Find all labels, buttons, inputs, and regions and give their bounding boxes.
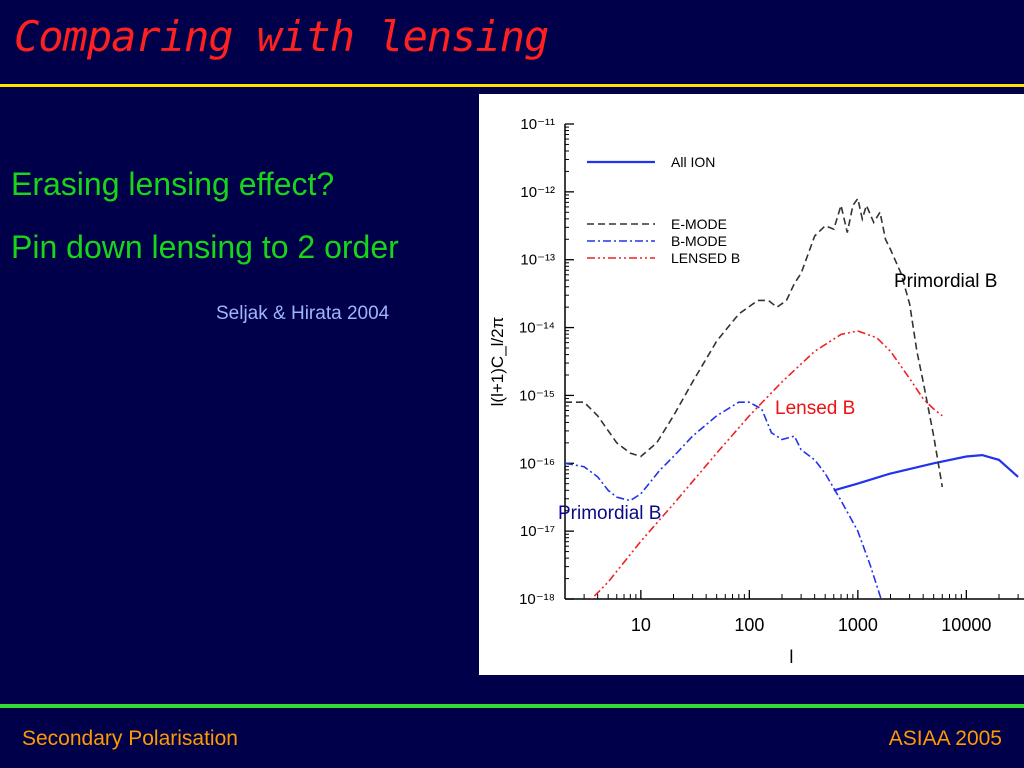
y-tick-label: 10⁻¹¹	[520, 116, 555, 133]
y-tick-label: 10⁻¹⁸	[519, 591, 555, 608]
spectrum-plot: 10⁻¹⁸ 10⁻¹⁷ 10⁻¹⁶ 10⁻¹⁵ 10⁻¹⁴ 10⁻¹³ 10⁻¹² 10⁻¹¹…	[479, 94, 1024, 675]
footer-right: ASIAA 2005	[888, 727, 1002, 750]
x-tick-label: 10000	[941, 615, 991, 635]
bullet-pin-down-lensing: Pin down lensing to 2 order	[11, 229, 399, 265]
footer-rule	[0, 704, 1024, 708]
legend-label: All ION	[671, 154, 715, 170]
x-tick-label: 100	[734, 615, 764, 635]
x-tick-label: 1000	[838, 615, 878, 635]
bullet-erasing-lensing: Erasing lensing effect?	[11, 166, 335, 202]
x-tick-label: 10	[631, 615, 651, 635]
y-tick-label: 10⁻¹⁴	[519, 320, 555, 337]
slide-title: Comparing with lensing	[14, 12, 549, 61]
power-spectrum-chart: 10⁻¹⁸ 10⁻¹⁷ 10⁻¹⁶ 10⁻¹⁵ 10⁻¹⁴ 10⁻¹³ 10⁻¹² 10⁻¹¹…	[488, 116, 1024, 667]
annotation-label: Primordial B	[894, 271, 997, 292]
x-axis-label: l	[789, 647, 793, 667]
series-line-all-ion	[833, 453, 1019, 492]
title-underline	[0, 84, 1024, 87]
legend-label: LENSED B	[671, 250, 740, 266]
y-tick-label: 10⁻¹²	[520, 184, 555, 201]
citation: Seljak & Hirata 2004	[216, 303, 390, 324]
y-axis-label: l(l+1)C_l/2π	[488, 317, 507, 407]
y-tick-label: 10⁻¹⁶	[519, 455, 555, 472]
series-line-lensed-b	[590, 330, 943, 599]
y-tick-label: 10⁻¹⁵	[519, 387, 555, 404]
legend-label: E-MODE	[671, 216, 727, 232]
annotation-label: Primordial B	[558, 503, 661, 524]
y-tick-label: 10⁻¹³	[520, 252, 555, 269]
annotation-label: Lensed B	[775, 398, 855, 419]
footer-left: Secondary Polarisation	[22, 727, 238, 750]
y-tick-label: 10⁻¹⁷	[520, 523, 555, 540]
legend-label: B-MODE	[671, 233, 727, 249]
series-line-e-mode	[565, 196, 944, 488]
series-group	[565, 196, 1019, 599]
series-line-b-mode	[565, 401, 882, 599]
